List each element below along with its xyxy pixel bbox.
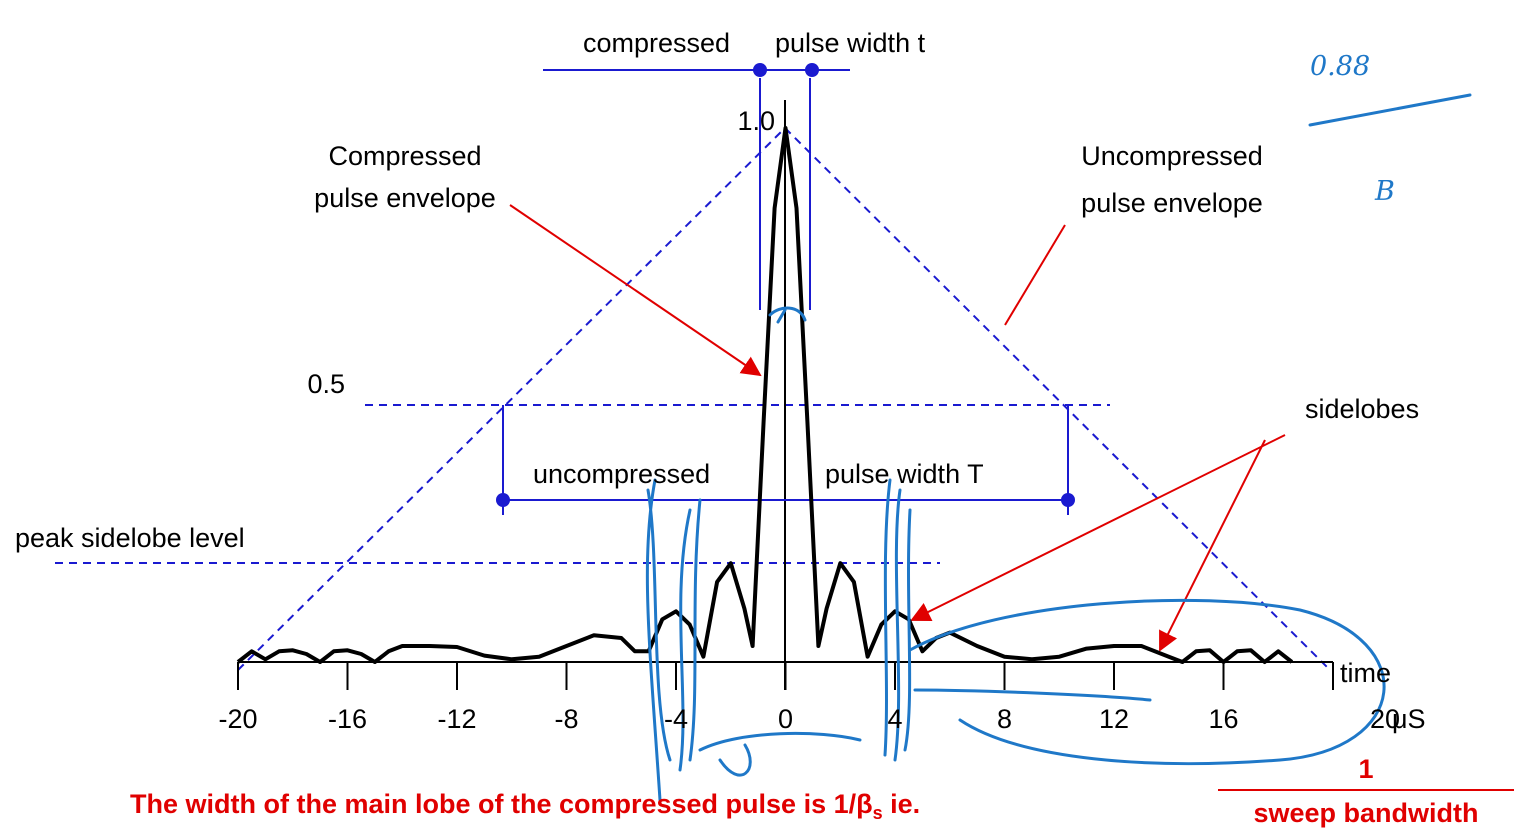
- label: Uncompressed: [1081, 141, 1263, 171]
- label: compressed: [583, 28, 730, 58]
- stroke: [908, 598, 1386, 766]
- x-tick-label: 4: [887, 704, 902, 734]
- dot: [496, 493, 510, 507]
- fraction-denominator: sweep bandwidth: [1253, 798, 1478, 828]
- footer-tail: ie.: [883, 789, 921, 819]
- footer-sub: s: [873, 803, 883, 823]
- handwriting: 0.88 B: [645, 51, 1472, 802]
- y-tick-label: 0.5: [307, 369, 345, 399]
- label: Compressed: [328, 141, 481, 171]
- label: pulse width t: [775, 28, 926, 58]
- footer: The width of the main lobe of the compre…: [130, 789, 920, 823]
- stroke: [645, 478, 702, 802]
- x-tick-label: -16: [328, 704, 367, 734]
- label: pulse envelope: [314, 183, 496, 213]
- x-tick-label: 0: [778, 704, 793, 734]
- arrows: [509, 204, 1286, 652]
- dot: [753, 63, 767, 77]
- x-tick-label: 16: [1208, 704, 1238, 734]
- handwritten-letter: B: [1374, 176, 1395, 207]
- footer-main: The width of the main lobe of the compre…: [130, 789, 873, 819]
- x-tick-label: 8: [997, 704, 1012, 734]
- arrow: [910, 434, 1286, 621]
- axis-label: time: [1340, 658, 1391, 688]
- stroke: [768, 306, 807, 324]
- fraction-numerator: 1: [1358, 754, 1373, 784]
- x-tick-label: 20: [1370, 704, 1400, 734]
- y-tick-label: 1.0: [737, 106, 775, 136]
- label: uncompressed: [533, 459, 710, 489]
- x-tick-label: -20: [218, 704, 257, 734]
- stroke: [1308, 93, 1472, 127]
- x-tick-label: 12: [1099, 704, 1129, 734]
- label: pulse width T: [825, 459, 984, 489]
- arrow: [1159, 439, 1266, 652]
- stroke: [883, 478, 912, 762]
- x-tick-label: -8: [554, 704, 578, 734]
- arrow: [509, 204, 762, 377]
- label: peak sidelobe level: [15, 523, 245, 553]
- x-tick-label: -12: [437, 704, 476, 734]
- label: sidelobes: [1305, 394, 1419, 424]
- dot: [1061, 493, 1075, 507]
- x-tick-label: -4: [664, 704, 688, 734]
- handwritten-number: 0.88: [1310, 51, 1370, 82]
- stroke: [698, 731, 862, 777]
- label: pulse envelope: [1081, 188, 1263, 218]
- axis-unit: μS: [1392, 704, 1426, 734]
- dot: [805, 63, 819, 77]
- arrow: [1004, 224, 1066, 326]
